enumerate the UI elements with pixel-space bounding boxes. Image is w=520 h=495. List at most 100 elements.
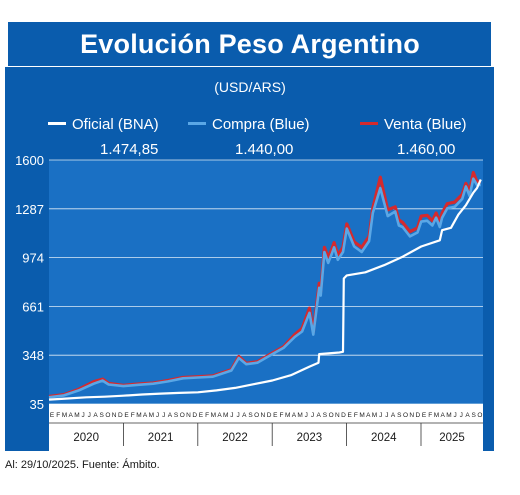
month-tick-label: M <box>74 412 79 419</box>
year-label: 2025 <box>439 432 465 444</box>
source-footer: Al: 29/10/2025. Fuente: Ámbito. <box>5 459 160 471</box>
month-tick-label: A <box>217 412 222 419</box>
plot-area <box>49 160 483 404</box>
month-tick-label: D <box>192 412 197 419</box>
month-tick-label: S <box>472 412 477 419</box>
y-tick-label: 1287 <box>15 202 44 217</box>
month-tick-label: S <box>174 412 179 419</box>
month-tick-label: J <box>88 412 91 419</box>
month-tick-label: O <box>180 412 185 419</box>
month-tick-label: A <box>69 412 74 419</box>
month-tick-label: A <box>391 412 396 419</box>
y-tick-label: 974 <box>22 251 44 266</box>
legend-swatch-oficial <box>48 121 66 125</box>
year-label: 2021 <box>148 432 174 444</box>
y-tick-label: 661 <box>22 299 44 314</box>
month-tick-label: A <box>292 412 297 419</box>
month-tick-label: A <box>441 412 446 419</box>
year-label: 2022 <box>222 432 248 444</box>
month-tick-label: J <box>81 412 84 419</box>
month-tick-label: J <box>311 412 314 419</box>
month-tick-label: J <box>156 412 159 419</box>
month-tick-label: E <box>348 412 353 419</box>
legend-swatch-compra <box>188 121 206 125</box>
month-tick-label: D <box>416 412 421 419</box>
month-tick-label: J <box>305 412 308 419</box>
month-tick-label: O <box>329 412 334 419</box>
month-tick-label: E <box>50 412 55 419</box>
series-line-oficial <box>48 179 482 401</box>
x-axis-band <box>49 404 483 451</box>
y-tick-label: 35 <box>30 397 44 412</box>
month-tick-label: D <box>267 412 272 419</box>
month-tick-label: A <box>93 412 98 419</box>
month-tick-label: F <box>280 412 284 419</box>
month-tick-label: J <box>162 412 165 419</box>
month-tick-label: M <box>62 412 67 419</box>
last-value-venta: 1.460,00 <box>397 141 456 158</box>
month-tick-label: M <box>285 412 290 419</box>
month-tick-label: J <box>236 412 239 419</box>
month-tick-label: M <box>136 412 141 419</box>
month-tick-label: E <box>199 412 204 419</box>
month-tick-label: S <box>397 412 402 419</box>
month-tick-label: N <box>335 412 340 419</box>
month-tick-label: S <box>248 412 253 419</box>
month-tick-label: M <box>372 412 377 419</box>
month-tick-label: A <box>242 412 247 419</box>
month-tick-label: D <box>118 412 123 419</box>
month-tick-label: O <box>477 412 482 419</box>
legend-oficial: Oficial (BNA) <box>48 116 159 134</box>
legend-compra: Compra (Blue) <box>188 116 310 134</box>
year-label: 2020 <box>73 432 99 444</box>
month-tick-label: M <box>446 412 451 419</box>
legend-label-venta: Venta (Blue) <box>384 116 467 133</box>
year-label: 2024 <box>371 432 397 444</box>
month-tick-label: F <box>56 412 60 419</box>
month-tick-label: E <box>422 412 427 419</box>
month-tick-label: D <box>341 412 346 419</box>
legend-swatch-venta <box>360 121 378 125</box>
month-tick-label: J <box>385 412 388 419</box>
month-tick-label: S <box>323 412 328 419</box>
month-tick-label: O <box>403 412 408 419</box>
month-tick-label: A <box>143 412 148 419</box>
month-tick-label: A <box>366 412 371 419</box>
month-tick-label: M <box>359 412 364 419</box>
month-tick-label: N <box>261 412 266 419</box>
legend-venta: Venta (Blue) <box>360 116 467 134</box>
month-tick-label: J <box>379 412 382 419</box>
year-label: 2023 <box>297 432 323 444</box>
legend-label-oficial: Oficial (BNA) <box>72 116 159 133</box>
chart-subtitle: (USD/ARS) <box>214 79 286 95</box>
month-tick-label: J <box>230 412 233 419</box>
month-tick-label: A <box>317 412 322 419</box>
month-tick-label: J <box>460 412 463 419</box>
month-tick-label: O <box>105 412 110 419</box>
y-axis: 35 348 661 974 1287 1600 <box>15 153 44 412</box>
month-tick-label: N <box>112 412 117 419</box>
last-value-oficial: 1.474,85 <box>100 141 159 158</box>
legend-label-compra: Compra (Blue) <box>212 116 310 133</box>
month-tick-label: N <box>409 412 414 419</box>
month-tick-label: M <box>223 412 228 419</box>
month-tick-label: M <box>211 412 216 419</box>
y-tick-label: 1600 <box>15 153 44 168</box>
month-tick-label: F <box>205 412 209 419</box>
month-tick-label: O <box>254 412 259 419</box>
month-tick-label: N <box>186 412 191 419</box>
month-tick-label: F <box>428 412 432 419</box>
month-tick-label: F <box>131 412 135 419</box>
series-layer <box>48 170 482 401</box>
month-tick-label: A <box>168 412 173 419</box>
month-tick-label: E <box>273 412 278 419</box>
month-tick-label: J <box>453 412 456 419</box>
month-tick-label: F <box>354 412 358 419</box>
title-bar-fill <box>8 22 491 66</box>
month-tick-label: M <box>149 412 154 419</box>
chart-title: Evolución Peso Argentino <box>80 29 420 59</box>
month-tick-label: E <box>124 412 129 419</box>
series-line-compra <box>48 177 481 399</box>
